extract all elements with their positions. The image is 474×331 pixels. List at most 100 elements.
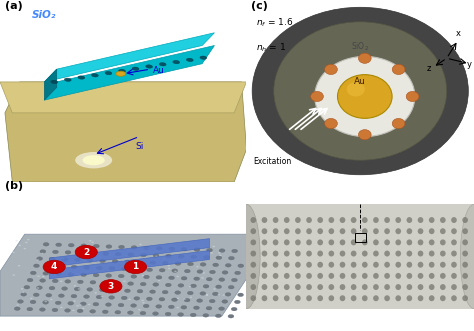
Polygon shape	[246, 204, 474, 308]
Circle shape	[122, 260, 125, 261]
Circle shape	[235, 271, 241, 275]
Circle shape	[202, 272, 205, 274]
Circle shape	[78, 288, 80, 290]
Ellipse shape	[262, 262, 267, 268]
Ellipse shape	[407, 228, 412, 234]
Text: 2: 2	[83, 248, 90, 257]
Circle shape	[36, 257, 43, 260]
Text: 1: 1	[132, 262, 139, 271]
Circle shape	[337, 74, 392, 118]
Ellipse shape	[328, 295, 334, 301]
Circle shape	[21, 293, 27, 296]
Circle shape	[62, 287, 67, 290]
Ellipse shape	[340, 217, 346, 223]
Circle shape	[222, 271, 228, 274]
Circle shape	[219, 249, 225, 252]
Circle shape	[106, 303, 111, 307]
Circle shape	[68, 272, 74, 276]
Ellipse shape	[462, 295, 468, 301]
Ellipse shape	[340, 262, 346, 268]
Circle shape	[66, 263, 69, 264]
Ellipse shape	[64, 78, 71, 81]
Text: x: x	[456, 29, 461, 38]
Ellipse shape	[451, 228, 457, 234]
Ellipse shape	[273, 295, 278, 301]
Circle shape	[76, 273, 79, 275]
Circle shape	[178, 313, 183, 316]
Ellipse shape	[318, 239, 323, 245]
Circle shape	[90, 309, 96, 313]
Ellipse shape	[328, 251, 334, 257]
Circle shape	[168, 305, 174, 308]
Ellipse shape	[340, 228, 346, 234]
Ellipse shape	[373, 262, 379, 268]
Ellipse shape	[362, 251, 368, 257]
Ellipse shape	[306, 239, 312, 245]
Circle shape	[128, 253, 134, 257]
Circle shape	[71, 294, 77, 298]
Circle shape	[71, 272, 74, 273]
Ellipse shape	[116, 71, 126, 76]
Polygon shape	[49, 251, 210, 279]
Circle shape	[155, 256, 158, 257]
Ellipse shape	[284, 217, 290, 223]
Circle shape	[142, 302, 145, 304]
Ellipse shape	[105, 71, 112, 75]
Text: Au: Au	[354, 77, 366, 86]
Circle shape	[49, 257, 55, 261]
Ellipse shape	[306, 251, 312, 257]
Ellipse shape	[273, 217, 278, 223]
Circle shape	[79, 274, 81, 276]
Ellipse shape	[418, 262, 423, 268]
Circle shape	[118, 303, 124, 307]
Ellipse shape	[340, 239, 346, 245]
Circle shape	[81, 273, 87, 276]
Ellipse shape	[362, 295, 368, 301]
Ellipse shape	[328, 239, 334, 245]
Ellipse shape	[373, 228, 379, 234]
Ellipse shape	[407, 251, 412, 257]
Ellipse shape	[384, 251, 390, 257]
Circle shape	[87, 259, 93, 262]
Text: 4: 4	[51, 262, 57, 271]
Circle shape	[74, 285, 76, 287]
Ellipse shape	[328, 273, 334, 279]
Circle shape	[131, 304, 137, 307]
Text: Excitation: Excitation	[253, 157, 292, 166]
Ellipse shape	[284, 295, 290, 301]
Circle shape	[112, 260, 118, 263]
Circle shape	[138, 309, 141, 310]
Circle shape	[325, 64, 337, 74]
Circle shape	[191, 284, 196, 288]
Circle shape	[21, 288, 23, 290]
Circle shape	[14, 307, 20, 310]
Circle shape	[210, 252, 213, 254]
Ellipse shape	[306, 262, 312, 268]
Ellipse shape	[250, 251, 256, 257]
Circle shape	[189, 286, 191, 287]
Circle shape	[78, 274, 81, 275]
Ellipse shape	[328, 217, 334, 223]
Circle shape	[225, 293, 231, 296]
Circle shape	[37, 275, 40, 277]
Ellipse shape	[75, 152, 112, 168]
Ellipse shape	[250, 262, 256, 268]
Circle shape	[165, 283, 171, 287]
Ellipse shape	[295, 217, 301, 223]
Circle shape	[196, 266, 199, 267]
Circle shape	[37, 287, 39, 289]
Ellipse shape	[284, 251, 290, 257]
Circle shape	[153, 312, 158, 315]
Circle shape	[406, 91, 419, 102]
Circle shape	[16, 240, 18, 242]
Circle shape	[68, 302, 73, 305]
Ellipse shape	[462, 228, 468, 234]
Ellipse shape	[306, 273, 312, 279]
Text: $n_f$ = 1.6: $n_f$ = 1.6	[255, 17, 293, 29]
Circle shape	[18, 245, 21, 246]
Circle shape	[222, 294, 225, 296]
Circle shape	[140, 260, 143, 261]
Circle shape	[65, 251, 71, 254]
Ellipse shape	[440, 239, 446, 245]
Ellipse shape	[250, 239, 256, 245]
